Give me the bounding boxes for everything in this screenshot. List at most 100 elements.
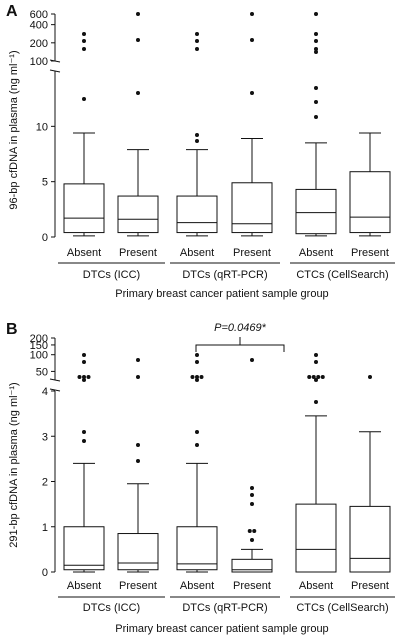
outlier-point [136,91,140,95]
panel-a-label: A [6,3,18,20]
group-label: CTCs (CellSearch) [296,269,388,281]
iqr-box [295,188,337,235]
outlier-point [136,375,140,379]
outlier-point [195,360,199,364]
y-tick-label: 2 [42,477,48,489]
group-label: DTCs (qRT-PCR) [182,602,267,614]
outlier-point [195,353,199,357]
outlier-point [136,12,140,16]
panel-b: B 291-bp cfDNA in plasma (ng ml⁻¹) 0 1 2 3 4… [6,321,395,635]
box-3 [176,32,218,237]
iqr-box [295,503,337,573]
significance-bracket [195,337,285,352]
iqr-box [63,183,105,234]
panel-b-ylabel: 291-bp cfDNA in plasma (ng ml⁻¹) [8,382,20,547]
outlier-point [195,139,199,143]
outlier-point [195,443,199,447]
group-label: DTCs (qRT-PCR) [182,269,267,281]
outlier-point [82,353,86,357]
outlier-point [82,47,86,51]
outlier-point [82,378,86,382]
outlier-point [82,375,86,379]
category-label: Present [351,247,389,259]
iqr-box [176,526,218,571]
outlier-point [314,400,318,404]
category-label: Absent [180,580,214,592]
outlier-point [250,493,254,497]
outlier-point [368,375,372,379]
iqr-box [231,558,273,573]
outlier-point [252,529,257,533]
outlier-point [82,430,86,434]
group-label: DTCs (ICC) [83,602,140,614]
outlier-point [314,47,318,51]
iqr-box [117,195,159,234]
panel-a-category-labels: Absent Present Absent Present Absent Present [67,247,389,259]
outlier-point [82,97,86,101]
category-label: Present [351,580,389,592]
outlier-point [314,115,318,119]
outlier-point [77,375,82,379]
panel-b-boxes [63,353,391,573]
box-3 [176,353,218,573]
panel-a-boxes [63,12,391,237]
y-tick-label: 150 [30,340,48,352]
outlier-point [82,32,86,36]
box-2 [117,12,159,237]
y-tick-label: 0 [42,232,48,244]
iqr-box [63,526,105,571]
y-tick-label: 400 [30,20,48,32]
category-label: Absent [180,247,214,259]
outlier-point [316,375,321,379]
y-tick-label: 5 [42,177,48,189]
outlier-point [314,39,318,43]
outlier-point [250,12,254,16]
y-tick-label: 100 [30,56,48,68]
significance-label: P=0.0469* [214,322,266,334]
outlier-point [136,358,140,362]
outlier-point [320,375,325,379]
panel-b-xlabel: Primary breast cancer patient sample gro… [115,623,328,635]
outlier-point [82,439,86,443]
panel-b-axis-break [49,378,61,392]
outlier-point [190,375,195,379]
box-2 [117,358,159,573]
y-tick-label: 0 [42,567,48,579]
group-label: CTCs (CellSearch) [296,602,388,614]
outlier-point [314,378,318,382]
category-label: Present [233,247,271,259]
outlier-point [195,133,199,137]
panel-a-axis-break [49,59,61,73]
outlier-point [136,459,140,463]
group-label: DTCs (ICC) [83,269,140,281]
outlier-point [195,430,199,434]
panel-a-ylabel: 96-bp cfDNA in plasma (ng ml⁻¹) [8,50,20,209]
y-tick-label: 600 [30,9,48,21]
panel-b-category-labels: Absent Present Absent Present Absent Present [67,580,389,592]
box-4 [231,12,273,237]
box-6 [349,132,391,237]
y-tick-label: 100 [30,350,48,362]
panel-b-label: B [6,321,18,338]
outlier-point [250,91,254,95]
outlier-point [195,375,199,379]
panel-b-group-labels: DTCs (ICC) DTCs (qRT-PCR) CTCs (CellSearch… [58,596,395,614]
outlier-point [195,47,199,51]
category-label: Absent [67,580,101,592]
box-1 [63,353,105,573]
y-tick-label: 4 [42,386,48,398]
outlier-point [82,360,86,364]
box-5 [295,12,337,237]
outlier-point [314,100,318,104]
box-1 [63,32,105,237]
outlier-point [86,375,91,379]
outlier-point [314,12,318,16]
category-label: Absent [299,580,333,592]
outlier-point [195,378,199,382]
outlier-point [250,538,254,542]
outlier-point [82,39,86,43]
outlier-point [136,443,140,447]
y-tick-label: 200 [30,333,48,345]
